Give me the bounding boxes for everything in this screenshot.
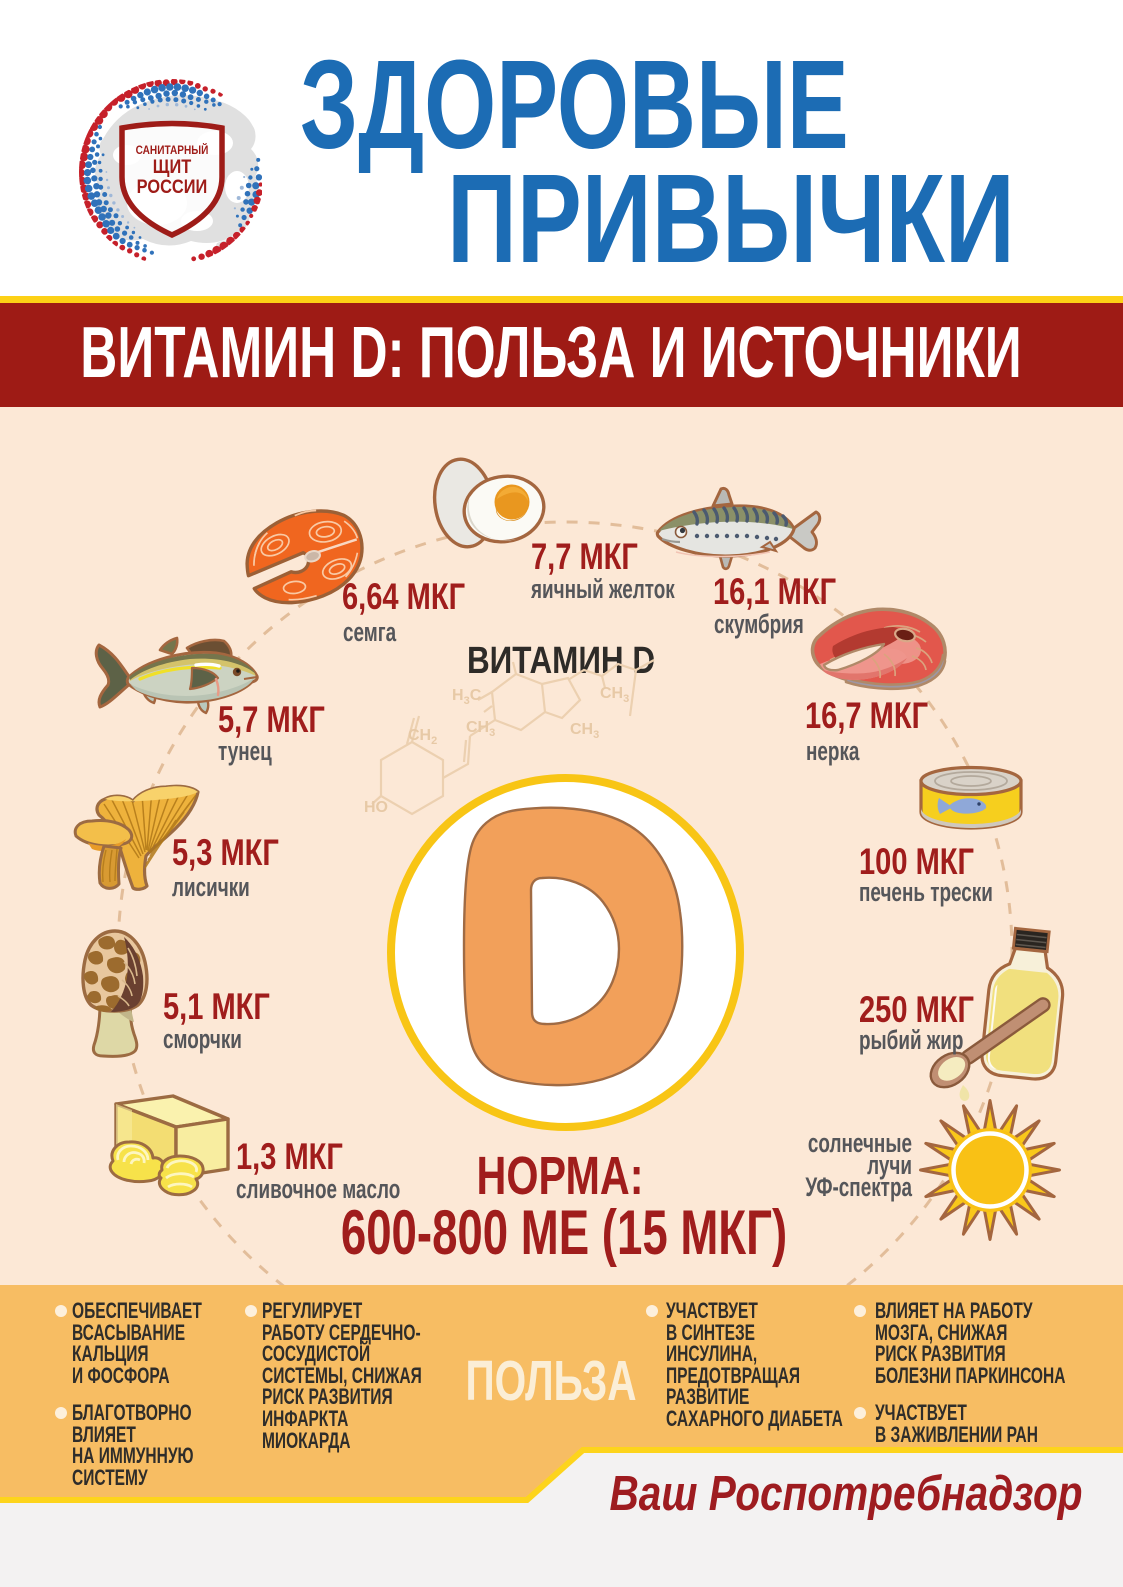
svg-text:CH3: CH3 <box>466 719 495 739</box>
svg-text:САНИТАРНЫЙ: САНИТАРНЫЙ <box>136 143 209 157</box>
svg-text:РОССИИ: РОССИИ <box>137 176 208 198</box>
svg-text:CH3: CH3 <box>600 685 629 705</box>
svg-text:CH2: CH2 <box>408 727 437 747</box>
svg-text:CH3: CH3 <box>570 721 599 741</box>
svg-text:HO: HO <box>364 799 388 816</box>
svg-text:H3C: H3C <box>452 687 482 707</box>
svg-text:ЩИТ: ЩИТ <box>153 156 191 178</box>
